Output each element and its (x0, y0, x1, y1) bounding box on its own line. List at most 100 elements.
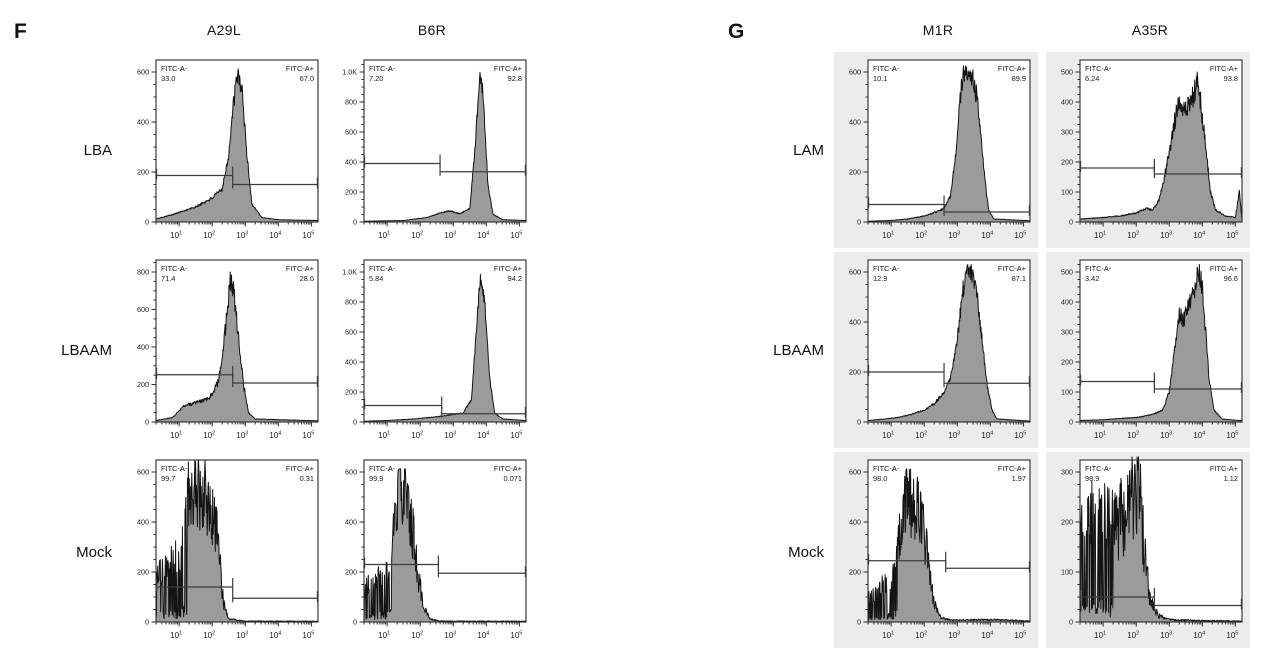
svg-text:33.0: 33.0 (161, 74, 175, 83)
svg-text:200: 200 (1061, 358, 1073, 367)
svg-text:600: 600 (849, 68, 861, 77)
svg-text:200: 200 (345, 568, 357, 577)
svg-text:0: 0 (857, 418, 861, 427)
svg-text:102: 102 (1127, 631, 1139, 641)
svg-text:103: 103 (1160, 631, 1172, 641)
svg-text:96.6: 96.6 (1224, 274, 1238, 283)
svg-text:103: 103 (444, 231, 456, 241)
flow-histogram-svg: 0 200 400 600 101 102 103 104 105 FITC-A-98.0 FITC… (834, 452, 1038, 648)
svg-text:FITC-A+: FITC-A+ (1210, 264, 1238, 273)
svg-text:600: 600 (345, 468, 357, 477)
svg-text:5.84: 5.84 (369, 274, 383, 283)
svg-text:500: 500 (1061, 68, 1073, 77)
svg-text:200: 200 (1061, 158, 1073, 167)
svg-text:100: 100 (1061, 388, 1073, 397)
svg-text:102: 102 (915, 231, 927, 241)
svg-text:100: 100 (1061, 188, 1073, 197)
svg-text:400: 400 (345, 518, 357, 527)
svg-text:101: 101 (170, 231, 182, 241)
svg-text:103: 103 (948, 431, 960, 441)
svg-text:103: 103 (948, 631, 960, 641)
svg-text:600: 600 (137, 468, 149, 477)
svg-text:800: 800 (137, 268, 149, 277)
svg-text:FITC-A+: FITC-A+ (998, 464, 1026, 473)
svg-text:103: 103 (444, 631, 456, 641)
svg-text:101: 101 (882, 431, 894, 441)
flow-histogram: 0 200 400 600 101 102 103 104 105 FITC-A- 99.9 FITC… (328, 450, 536, 654)
svg-text:7.20: 7.20 (369, 74, 383, 83)
svg-text:600: 600 (345, 128, 357, 137)
svg-text:FITC-A-: FITC-A- (873, 64, 900, 73)
svg-text:600: 600 (345, 328, 357, 337)
svg-text:0: 0 (1069, 418, 1073, 427)
flow-histogram-svg: 0 200 400 600 800 1.0K 101 102 103 104 105 FITC-A-5… (330, 252, 534, 448)
flow-histogram: 0 100 200 300 101 102 103 104 105 FITC-A- 98.9 FITC… (1044, 450, 1256, 654)
column-header-A35R: A35R (1131, 22, 1169, 38)
svg-text:103: 103 (1160, 231, 1172, 241)
svg-text:105: 105 (1014, 631, 1026, 641)
flow-histogram-svg: 0 200 400 600 800 101 102 103 104 105 FITC-A-71.4 F… (122, 252, 326, 448)
svg-text:FITC-A-: FITC-A- (1085, 464, 1112, 473)
svg-text:200: 200 (345, 388, 357, 397)
grid-corner (754, 6, 832, 50)
svg-text:FITC-A-: FITC-A- (369, 464, 396, 473)
svg-text:1.97: 1.97 (1012, 474, 1026, 483)
svg-text:105: 105 (510, 231, 522, 241)
svg-text:400: 400 (345, 358, 357, 367)
flow-histogram-svg: 0 100 200 300 101 102 103 104 105 FITC-A-98.9 FITC… (1046, 452, 1250, 648)
svg-text:500: 500 (1061, 268, 1073, 277)
svg-text:600: 600 (137, 305, 149, 314)
svg-text:104: 104 (981, 231, 993, 241)
svg-text:0: 0 (1069, 218, 1073, 227)
svg-text:87.1: 87.1 (1012, 274, 1026, 283)
svg-text:0.31: 0.31 (300, 474, 314, 483)
svg-text:102: 102 (1127, 431, 1139, 441)
svg-text:98.9: 98.9 (1085, 474, 1099, 483)
svg-text:300: 300 (1061, 128, 1073, 137)
svg-text:800: 800 (345, 98, 357, 107)
column-header-A29L: A29L (207, 22, 241, 38)
flow-histogram-svg: 0 100 200 300 400 500 101 102 103 104 105 FITC-A-6.… (1046, 52, 1250, 248)
svg-text:101: 101 (1094, 231, 1106, 241)
flow-histogram: 0 200 400 600 101 102 103 104 105 FITC-A- 99.7 FITC… (120, 450, 328, 654)
svg-text:100: 100 (1061, 568, 1073, 577)
svg-text:104: 104 (269, 431, 281, 441)
flow-histogram-svg: 0 200 400 600 800 1.0K 101 102 103 104 105 FITC-A-7… (330, 52, 534, 248)
panel-F: F A29L B6R LBA 0 200 400 600 101 102 103 104 105… (10, 6, 536, 654)
svg-text:200: 200 (849, 568, 861, 577)
svg-text:0: 0 (353, 618, 357, 627)
svg-text:101: 101 (378, 231, 390, 241)
panel-G: G M1R A35R LAM 0 200 400 600 101 102 103 104 105… (724, 6, 1256, 654)
svg-text:FITC-A+: FITC-A+ (286, 64, 314, 73)
svg-text:28.6: 28.6 (300, 274, 314, 283)
flow-histogram-svg: 0 200 400 600 101 102 103 104 105 FITC-A-99.7 FITC… (122, 452, 326, 648)
flow-histogram: 0 200 400 600 101 102 103 104 105 FITC-A- 98.0 FITC… (832, 450, 1044, 654)
svg-text:101: 101 (170, 431, 182, 441)
svg-text:3.42: 3.42 (1085, 274, 1099, 283)
svg-text:FITC-A-: FITC-A- (161, 464, 188, 473)
panel-letter-F: F (14, 20, 27, 43)
svg-text:FITC-A-: FITC-A- (1085, 264, 1112, 273)
svg-text:103: 103 (948, 231, 960, 241)
svg-text:101: 101 (882, 631, 894, 641)
svg-text:6.24: 6.24 (1085, 74, 1099, 83)
svg-text:800: 800 (345, 298, 357, 307)
svg-text:105: 105 (1014, 231, 1026, 241)
flow-histogram: 0 100 200 300 400 500 101 102 103 104 105 FITC-A- 3.… (1044, 250, 1256, 450)
svg-text:102: 102 (915, 431, 927, 441)
svg-text:102: 102 (203, 631, 215, 641)
svg-text:FITC-A-: FITC-A- (873, 264, 900, 273)
svg-text:FITC-A+: FITC-A+ (998, 264, 1026, 273)
svg-text:102: 102 (411, 231, 423, 241)
flow-histogram: 0 200 400 600 800 101 102 103 104 105 FITC-A- 71.4 F… (120, 250, 328, 450)
svg-text:98.0: 98.0 (873, 474, 887, 483)
row-label-Mock: Mock (76, 543, 112, 561)
svg-text:0: 0 (145, 618, 149, 627)
svg-text:105: 105 (510, 431, 522, 441)
row-label-LBAAM: LBAAM (773, 341, 824, 359)
panel-G-grid: M1R A35R LAM 0 200 400 600 101 102 103 104 105 FI… (754, 6, 1256, 654)
flow-histogram-svg: 0 200 400 600 101 102 103 104 105 FITC-A-10.1 FITC… (834, 52, 1038, 248)
svg-text:0: 0 (353, 218, 357, 227)
grid-corner (48, 6, 120, 50)
svg-text:FITC-A+: FITC-A+ (286, 464, 314, 473)
